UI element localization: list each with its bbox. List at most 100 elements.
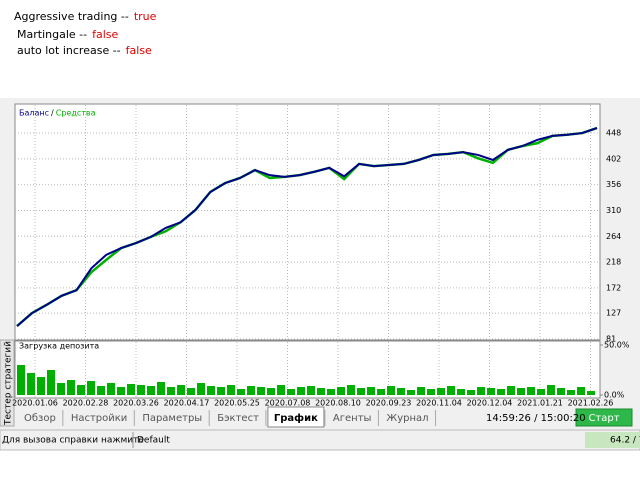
x-tick-label: 2020.03.26 bbox=[113, 399, 159, 408]
deposit-bar bbox=[207, 386, 215, 395]
tab[interactable] bbox=[64, 409, 134, 426]
x-tick-label: 2020.01.06 bbox=[12, 399, 58, 408]
status-bar bbox=[0, 429, 640, 451]
x-tick-label: 2021.02.26 bbox=[568, 399, 614, 408]
deposit-bar bbox=[467, 390, 475, 395]
deposit-bar bbox=[97, 386, 105, 395]
start-button-label[interactable]: Старт bbox=[588, 413, 619, 424]
deposit-bar bbox=[287, 389, 295, 395]
deposit-bar bbox=[137, 385, 145, 395]
x-tick-label: 2020.07.08 bbox=[265, 399, 311, 408]
deposit-bar bbox=[277, 385, 285, 395]
tab-label[interactable]: График bbox=[274, 412, 318, 424]
deposit-bar bbox=[457, 389, 465, 395]
x-tick-label: 2020.05.25 bbox=[214, 399, 260, 408]
deposit-bar bbox=[177, 385, 185, 395]
deposit-bar bbox=[477, 387, 485, 395]
deposit-bar bbox=[507, 386, 515, 395]
y-tick-label: 310 bbox=[606, 206, 621, 215]
deposit-bar bbox=[487, 388, 495, 395]
note-value: false bbox=[92, 28, 118, 41]
deposit-bar bbox=[117, 387, 125, 395]
status-profile: Default bbox=[137, 436, 170, 446]
y-tick-label: 218 bbox=[606, 258, 621, 267]
tab-label[interactable]: Настройки bbox=[71, 413, 127, 424]
status-help: Для вызова справки нажмите bbox=[2, 436, 144, 446]
x-tick-label: 2020.12.04 bbox=[467, 399, 513, 408]
tab-label[interactable]: Бэктест bbox=[217, 413, 259, 424]
deposit-bar bbox=[347, 385, 355, 395]
x-tick-label: 2021.01.21 bbox=[517, 399, 563, 408]
y-tick-label: 264 bbox=[606, 232, 621, 241]
tab[interactable] bbox=[136, 409, 209, 426]
deposit-bar bbox=[327, 389, 335, 395]
deposit-bar bbox=[377, 389, 385, 395]
deposit-bar bbox=[397, 388, 405, 395]
tab[interactable] bbox=[380, 409, 435, 426]
deposit-bar bbox=[37, 377, 45, 395]
deposit-bar bbox=[447, 386, 455, 395]
y-tick-label: 402 bbox=[606, 154, 621, 163]
tab-label[interactable]: Обзор bbox=[24, 413, 56, 424]
deposit-bar bbox=[567, 390, 575, 395]
tab-label[interactable]: Журнал bbox=[386, 413, 428, 424]
deposit-bar bbox=[427, 389, 435, 395]
note-value: false bbox=[126, 44, 152, 57]
status-traffic: 64.2 / 7 bbox=[610, 436, 640, 446]
deposit-bar bbox=[27, 373, 35, 395]
deposit-bar bbox=[197, 383, 205, 395]
deposit-bar bbox=[247, 386, 255, 395]
deposit-bar bbox=[257, 387, 265, 395]
note-label: Martingale -- bbox=[17, 28, 87, 41]
y-tick-label: 448 bbox=[606, 129, 621, 138]
deposit-bar bbox=[387, 386, 395, 395]
legend-separator: / bbox=[51, 109, 54, 118]
deposit-bar bbox=[517, 388, 525, 395]
side-tab-label[interactable]: Тестер стратегий bbox=[4, 341, 14, 426]
x-tick-label: 2020.11.04 bbox=[416, 399, 462, 408]
tab[interactable] bbox=[267, 406, 325, 428]
chart-area bbox=[14, 103, 601, 341]
deposit-bar bbox=[227, 385, 235, 395]
x-tick-label: 2020.09.23 bbox=[366, 399, 412, 408]
note-value: true bbox=[134, 10, 157, 23]
deposit-bar bbox=[157, 382, 165, 395]
deposit-bar bbox=[537, 389, 545, 395]
legend-label: Баланс bbox=[19, 109, 49, 118]
deposit-bar bbox=[407, 390, 415, 395]
tab-label[interactable]: Агенты bbox=[333, 413, 372, 424]
series-line bbox=[16, 127, 598, 327]
start-button[interactable] bbox=[575, 408, 633, 427]
deposit-bar bbox=[147, 386, 155, 395]
deposit-bar bbox=[47, 370, 55, 395]
tab-label[interactable]: Параметры bbox=[142, 413, 202, 424]
y-tick-label: 127 bbox=[606, 309, 621, 318]
deposit-bar bbox=[107, 383, 115, 395]
y-tick-label: 356 bbox=[606, 180, 621, 189]
side-tab[interactable] bbox=[0, 339, 15, 427]
deposit-bar bbox=[367, 387, 375, 395]
tab[interactable] bbox=[211, 409, 265, 426]
deposit-bar bbox=[307, 386, 315, 395]
x-tick-label: 2020.08.10 bbox=[315, 399, 361, 408]
deposit-bar bbox=[77, 385, 85, 395]
y-tick-label: 172 bbox=[606, 283, 621, 292]
tab[interactable] bbox=[18, 409, 62, 426]
deposit-bar bbox=[167, 387, 175, 395]
deposit-bar bbox=[587, 391, 595, 395]
note-label: Aggressive trading -- bbox=[14, 10, 129, 23]
deposit-bar bbox=[547, 385, 555, 395]
time: 14:59:26 / 15:00:20 bbox=[486, 413, 586, 424]
deposit-bar bbox=[297, 387, 305, 395]
x-tick-label: 2020.02.28 bbox=[63, 399, 109, 408]
deposit-bar bbox=[337, 387, 345, 395]
deposit-bar bbox=[317, 388, 325, 395]
deposit-y-label: 0.0% bbox=[604, 391, 625, 400]
deposit-bar bbox=[577, 387, 585, 395]
tab[interactable] bbox=[326, 409, 378, 426]
legend-label: Средства bbox=[56, 109, 96, 118]
deposit-bar bbox=[57, 383, 65, 395]
deposit-bar bbox=[437, 388, 445, 395]
